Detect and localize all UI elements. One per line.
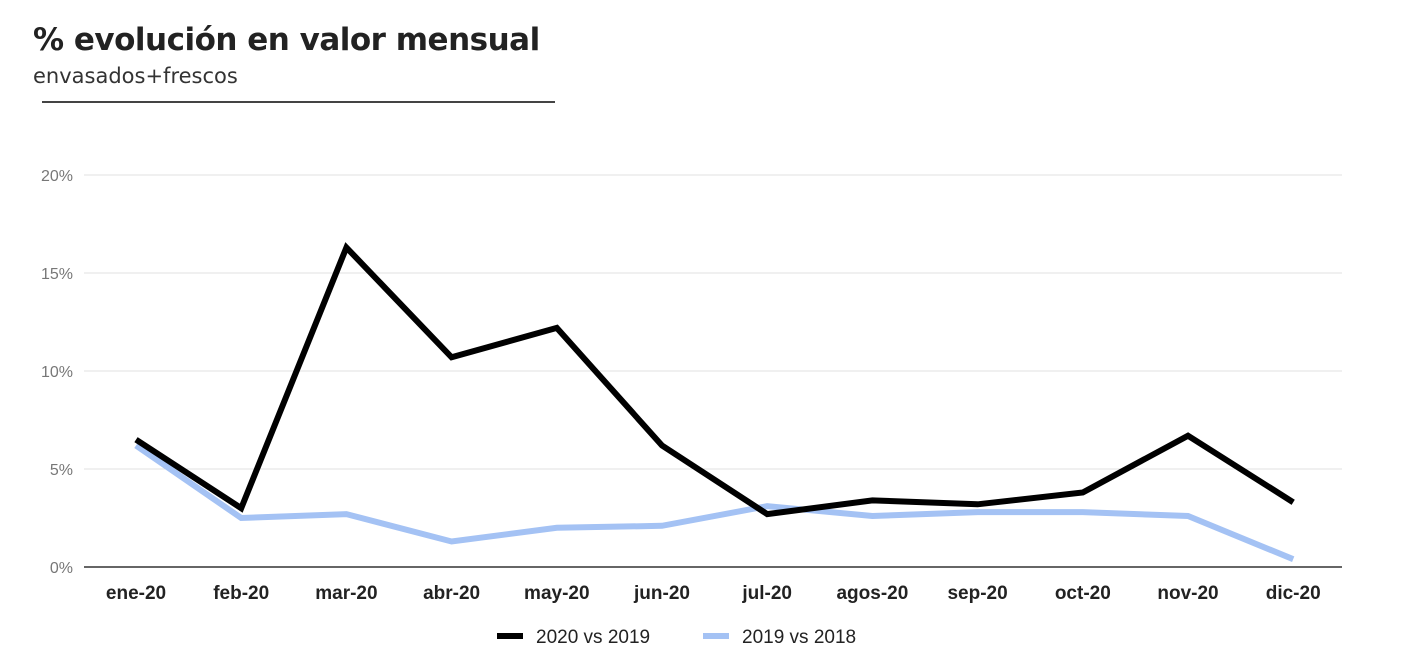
x-tick-label: oct-20: [1055, 583, 1111, 604]
x-tick-label: jun-20: [633, 583, 690, 604]
title-divider: [42, 101, 555, 103]
legend-label: 2019 vs 2018: [742, 627, 856, 648]
x-tick-label: ene-20: [106, 583, 166, 604]
series-line-2019-vs-2018: [134, 443, 1295, 562]
y-tick-label: 20%: [41, 168, 73, 185]
y-tick-label: 10%: [41, 364, 73, 381]
legend-label: 2020 vs 2019: [536, 627, 650, 648]
x-tick-label: jul-20: [741, 583, 792, 604]
gridlines: [84, 174, 1342, 568]
x-tick-label: feb-20: [213, 583, 269, 604]
y-tick-label: 0%: [50, 560, 73, 577]
chart-title: % evolución en valor mensual: [33, 22, 540, 58]
x-tick-label: may-20: [524, 583, 590, 604]
legend: 2020 vs 2019 2019 vs 2018: [497, 627, 856, 648]
y-tick-label: 5%: [50, 462, 73, 479]
x-tick-label: abr-20: [423, 583, 480, 604]
x-tick-label: mar-20: [315, 583, 377, 604]
y-tick-label: 15%: [41, 266, 73, 283]
x-tick-label: sep-20: [947, 583, 1007, 604]
series-line-2020-vs-2019: [134, 242, 1295, 518]
x-tick-label: nov-20: [1157, 583, 1218, 604]
x-tick-label: agos-20: [836, 583, 908, 604]
x-axis-ticks: ene-20 feb-20 mar-20 abr-20 may-20 jun-20 jul-…: [106, 583, 1321, 604]
chart-subtitle: envasados+frescos: [33, 64, 238, 88]
y-axis-ticks: 0% 5% 10% 15% 20%: [41, 168, 73, 577]
series-lines: [134, 242, 1295, 562]
x-tick-label: dic-20: [1266, 583, 1321, 604]
